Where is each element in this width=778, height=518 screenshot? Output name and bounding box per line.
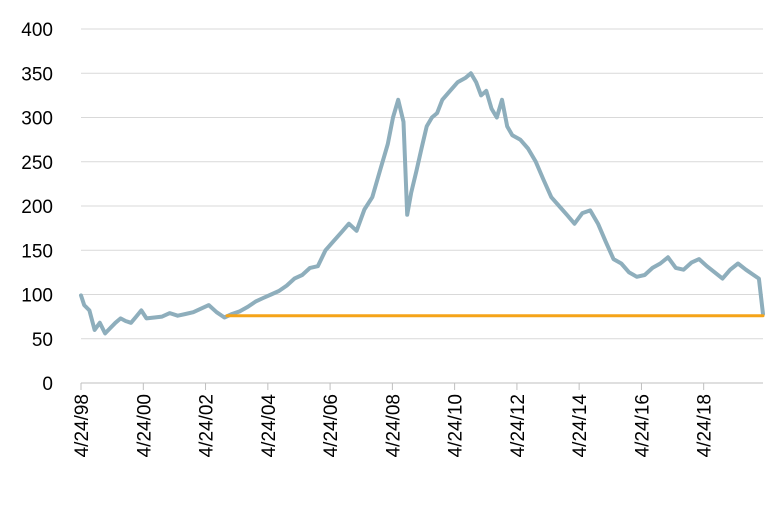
x-axis <box>80 382 763 390</box>
x-tick-label: 4/24/98 <box>72 394 93 457</box>
x-tick-label: 4/24/00 <box>134 394 155 457</box>
series-group <box>79 71 765 336</box>
y-tick-label-200: 200 <box>21 197 53 218</box>
x-tick-label: 4/24/06 <box>321 394 342 457</box>
x-tick-label: 4/24/18 <box>695 394 716 457</box>
x-tick-label: 4/24/14 <box>570 394 591 458</box>
y-tick-label-100: 100 <box>21 286 53 307</box>
x-tick-label: 4/24/12 <box>508 394 529 457</box>
y-tick-label-0: 0 <box>42 374 53 395</box>
y-tick-label-350: 350 <box>21 64 53 85</box>
y-tick-label-400: 400 <box>21 20 53 41</box>
series-line-main <box>79 71 765 336</box>
x-tick-label: 4/24/16 <box>632 394 653 457</box>
y-tick-labels: 0 50 100 150 200 250 300 350 400 <box>21 20 53 395</box>
x-tick-label: 4/24/08 <box>383 394 404 457</box>
y-tick-label-50: 50 <box>32 330 53 351</box>
x-tick-label: 4/24/10 <box>446 394 467 457</box>
x-tick-label: 4/24/04 <box>259 394 280 458</box>
x-tick-labels: 4/24/98 4/24/00 4/24/02 4/24/04 4/24/06 4/24/… <box>72 394 716 458</box>
y-tick-label-300: 300 <box>21 109 53 130</box>
gridlines <box>81 28 763 340</box>
y-tick-label-150: 150 <box>21 241 53 262</box>
x-tick-label: 4/24/02 <box>197 394 218 457</box>
y-tick-label-250: 250 <box>21 153 53 174</box>
